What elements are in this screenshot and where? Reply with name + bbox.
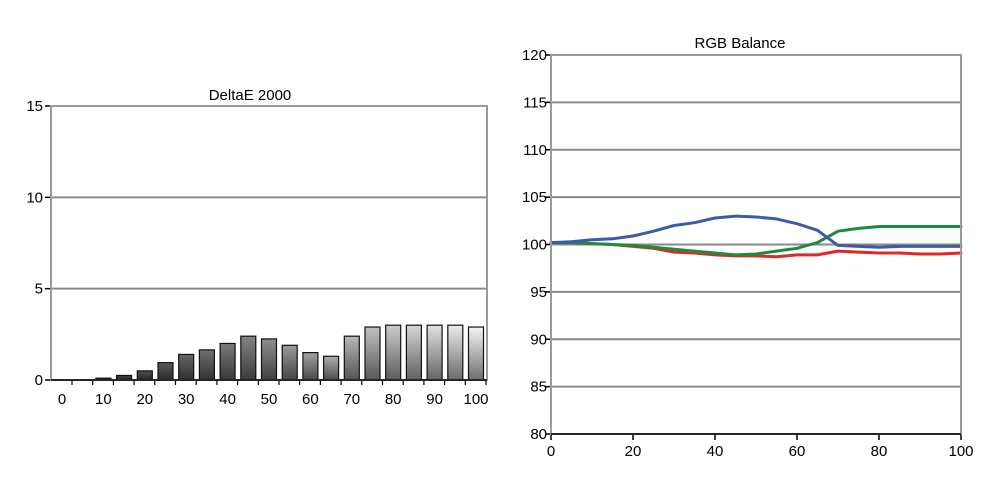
deltae-bar	[219, 342, 236, 381]
rgb-y-tick-label: 115	[523, 94, 547, 111]
rgb-y-tick-label: 80	[530, 426, 547, 443]
rgb-x-tick-label: 40	[707, 443, 724, 460]
deltae-bar	[323, 355, 340, 381]
rgb-y-tick-label: 105	[522, 189, 547, 206]
deltae-bar	[426, 324, 443, 381]
deltae-y-tick-label: 0	[35, 372, 43, 389]
rgb-x-tick-label: 60	[789, 443, 806, 460]
deltae-x-tick-label: 60	[302, 391, 319, 408]
rgb-x-tick-label: 0	[547, 443, 555, 460]
deltae-x-tick-label: 70	[343, 391, 360, 408]
deltae-bar	[343, 335, 360, 381]
rgb-y-tick-label: 95	[530, 284, 547, 301]
deltae-bar	[240, 335, 257, 381]
deltae-chart-title: DeltaE 2000	[209, 87, 292, 104]
deltae-bar	[302, 352, 319, 381]
deltae-bar	[157, 362, 174, 381]
rgb-x-tick-label: 100	[948, 443, 973, 460]
blue-balance-line	[549, 214, 963, 249]
deltae-x-tick-label: 20	[136, 391, 153, 408]
rgb-y-tick-label: 110	[523, 142, 547, 159]
deltae-x-tick-label: 80	[385, 391, 402, 408]
rgb-y-tick-label: 90	[530, 331, 547, 348]
rgb-x-tick-label: 20	[625, 443, 642, 460]
rgb-y-tick-label: 85	[530, 379, 547, 396]
deltae-chart: DeltaE 2000 0 5 10 15 0 10 20 30 40 50 60 70 80 90 10…	[26, 87, 488, 408]
deltae-bar	[136, 370, 153, 381]
deltae-x-tick-label: 0	[58, 391, 66, 408]
rgb-chart-title: RGB Balance	[695, 35, 786, 52]
rgb-balance-chart: RGB Balance 80 85 90 95 100 105 110 115 120 0 20 4…	[522, 35, 974, 460]
deltae-bar	[178, 353, 195, 381]
deltae-bar	[447, 324, 464, 381]
deltae-y-tick-label: 15	[26, 98, 43, 115]
green-balance-line	[549, 225, 963, 257]
rgb-y-tick-label: 120	[522, 47, 547, 64]
deltae-x-tick-label: 10	[95, 391, 112, 408]
deltae-bar	[260, 338, 278, 381]
deltae-bar	[405, 324, 422, 381]
deltae-bar	[198, 349, 215, 381]
deltae-x-tick-label: 100	[463, 391, 488, 408]
deltae-x-tick-label: 90	[426, 391, 443, 408]
rgb-x-tick-label: 80	[871, 443, 888, 460]
deltae-x-tick-label: 50	[261, 391, 278, 408]
deltae-bar	[467, 326, 485, 381]
deltae-bar	[281, 344, 298, 381]
deltae-x-tick-label: 30	[178, 391, 195, 408]
deltae-y-tick-label: 5	[35, 281, 43, 298]
rgb-y-tick-label: 100	[522, 237, 547, 254]
deltae-bar	[385, 324, 402, 381]
deltae-bar	[364, 326, 381, 381]
deltae-x-tick-label: 40	[219, 391, 236, 408]
deltae-y-tick-label: 10	[26, 189, 43, 206]
